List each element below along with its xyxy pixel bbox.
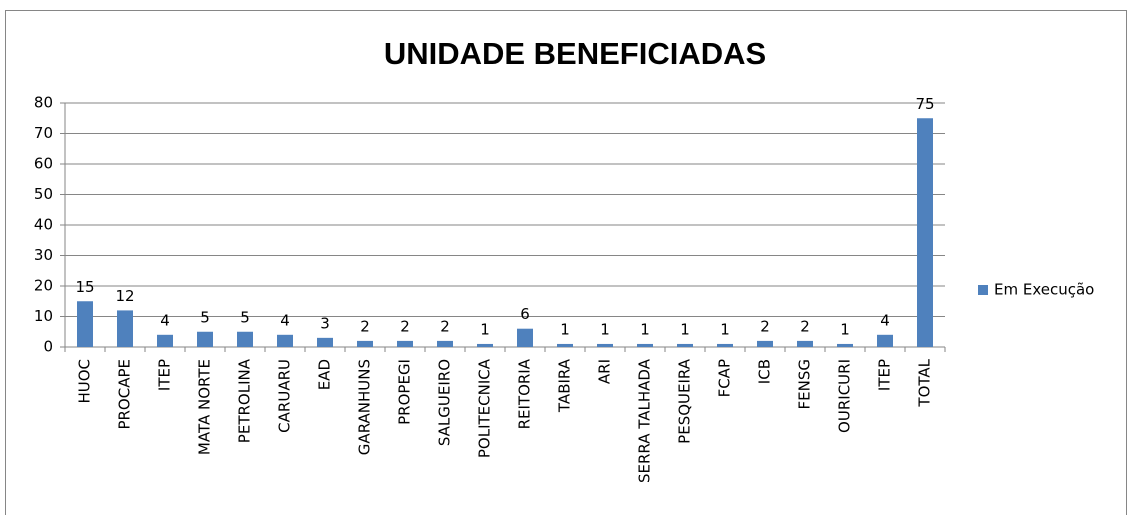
data-label: 1 bbox=[720, 320, 730, 338]
bar bbox=[637, 343, 653, 347]
data-label: 3 bbox=[320, 314, 330, 332]
x-tick-label: REITORIA bbox=[516, 358, 534, 429]
x-tick-label: PROPEGI bbox=[396, 359, 414, 425]
y-tick-label: 50 bbox=[34, 185, 53, 203]
bar bbox=[517, 328, 533, 347]
x-tick-label: POLITECNICA bbox=[476, 358, 494, 458]
x-tick-label: ITEP bbox=[156, 359, 174, 391]
data-label: 1 bbox=[680, 320, 690, 338]
data-label: 2 bbox=[400, 317, 410, 335]
data-label: 4 bbox=[160, 311, 170, 329]
data-label: 1 bbox=[480, 320, 490, 338]
data-label: 1 bbox=[600, 320, 610, 338]
x-tick-label: GARANHUNS bbox=[356, 359, 374, 455]
bar bbox=[557, 343, 573, 347]
bar bbox=[357, 340, 373, 347]
data-label: 4 bbox=[880, 311, 890, 329]
bar bbox=[597, 343, 613, 347]
data-label: 2 bbox=[800, 317, 810, 335]
legend-swatch bbox=[978, 285, 988, 295]
data-label: 1 bbox=[840, 320, 850, 338]
x-tick-label: CARUARU bbox=[276, 359, 294, 433]
data-label: 75 bbox=[915, 95, 934, 113]
bar bbox=[317, 337, 333, 347]
bar bbox=[717, 343, 733, 347]
chart-title: UNIDADE BENEFICIADAS bbox=[384, 36, 766, 71]
x-tick-label: MATA NORTE bbox=[196, 359, 214, 455]
y-tick-label: 0 bbox=[43, 338, 53, 356]
x-tick-label: PESQUEIRA bbox=[676, 358, 694, 444]
bar bbox=[197, 331, 213, 347]
y-tick-label: 70 bbox=[34, 124, 53, 142]
legend-label: Em Execução bbox=[994, 281, 1094, 299]
x-tick-label: FCAP bbox=[716, 359, 734, 397]
x-tick-label: HUOC bbox=[76, 359, 94, 404]
x-tick-label: SERRA TALHADA bbox=[636, 358, 654, 483]
data-label: 4 bbox=[280, 311, 290, 329]
data-label: 15 bbox=[75, 278, 94, 296]
x-tick-label: SALGUEIRO bbox=[436, 359, 454, 446]
bar bbox=[437, 340, 453, 347]
data-label: 1 bbox=[640, 320, 650, 338]
x-tick-label: ARI bbox=[596, 359, 614, 384]
bar bbox=[877, 334, 893, 347]
x-tick-label: ITEP bbox=[876, 359, 894, 391]
y-tick-label: 40 bbox=[34, 216, 53, 234]
bar bbox=[837, 343, 853, 347]
data-label: 2 bbox=[440, 317, 450, 335]
x-tick-label: FENSG bbox=[796, 359, 814, 409]
y-tick-label: 30 bbox=[34, 246, 53, 264]
data-label: 5 bbox=[240, 308, 250, 326]
x-tick-label: PETROLINA bbox=[236, 358, 254, 443]
bar bbox=[757, 340, 773, 347]
bar bbox=[477, 343, 493, 347]
bar bbox=[397, 340, 413, 347]
x-tick-label: EAD bbox=[316, 359, 334, 390]
bar bbox=[677, 343, 693, 347]
bar bbox=[157, 334, 173, 347]
data-label: 12 bbox=[115, 287, 134, 305]
x-tick-label: TOTAL bbox=[916, 358, 934, 407]
data-label: 1 bbox=[560, 320, 570, 338]
x-tick-label: OURICURI bbox=[836, 359, 854, 433]
bar bbox=[77, 301, 93, 347]
y-tick-label: 60 bbox=[34, 155, 53, 173]
x-tick-label: PROCAPE bbox=[116, 359, 134, 430]
y-tick-label: 80 bbox=[34, 94, 53, 112]
x-tick-label: ICB bbox=[756, 359, 774, 384]
data-label: 2 bbox=[760, 317, 770, 335]
data-label: 2 bbox=[360, 317, 370, 335]
y-tick-label: 20 bbox=[34, 277, 53, 295]
bar bbox=[117, 310, 133, 347]
bar bbox=[237, 331, 253, 347]
x-tick-label: TABIRA bbox=[556, 358, 574, 413]
data-label: 6 bbox=[520, 305, 530, 323]
chart-frame bbox=[5, 10, 1127, 515]
bar bbox=[797, 340, 813, 347]
bar bbox=[277, 334, 293, 347]
bar bbox=[917, 118, 933, 347]
data-label: 5 bbox=[200, 308, 210, 326]
y-tick-label: 10 bbox=[34, 307, 53, 325]
